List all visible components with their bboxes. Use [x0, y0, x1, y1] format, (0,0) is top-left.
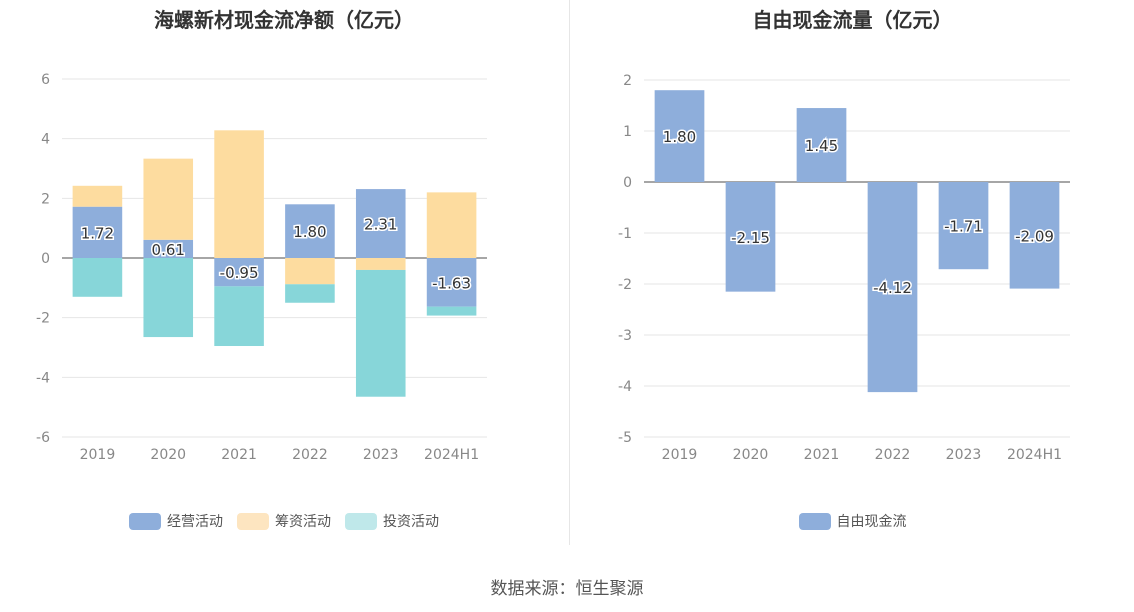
cashflow-chart-title: 海螺新材现金流净额（亿元） [154, 8, 414, 32]
bar-经营活动-2023 [355, 189, 406, 258]
bar-经营活动-2019 [72, 206, 123, 258]
legend-swatch-financing [237, 512, 269, 530]
legend-label-investing: 投资活动 [383, 514, 439, 530]
fcf-chart-panel: 自由现金流量（亿元） 2 1 0 -1 -2 -3 -4 -5 2019 2020 2021 2022… [571, 0, 1134, 545]
y-tick-label: -4 [36, 370, 50, 386]
legend-swatch-fcf [798, 512, 831, 530]
x-tick-label: 2023 [363, 447, 399, 463]
x-tick-label: 2021 [804, 447, 840, 463]
y-tick-label: -5 [618, 430, 632, 446]
data-source-note: 数据来源：恒生聚源 [490, 579, 644, 599]
legend-swatch-investing [345, 512, 377, 530]
cashflow-chart-panel: 海螺新材现金流净额（亿元） 6 4 2 0 -2 -4 -6 2019 2020 2021 2022… [0, 0, 568, 545]
bar-自由现金流-2021 [796, 108, 847, 182]
y-tick-label: -2 [36, 311, 50, 327]
bar-自由现金流-2023 [938, 182, 989, 270]
x-tick-label: 2020 [733, 447, 769, 463]
data-label: -1.63 [432, 274, 471, 292]
data-label: -2.09 [1015, 227, 1054, 245]
data-label: -0.95 [220, 264, 259, 282]
y-tick-label: 6 [41, 72, 50, 88]
legend-item-operating[interactable]: 经营活动 [129, 511, 223, 531]
panel-divider [569, 0, 570, 545]
legend-label-fcf: 自由现金流 [836, 514, 907, 530]
data-label: 1.80 [293, 223, 326, 241]
bar-投资活动-2020 [143, 258, 194, 338]
bar-经营活动-2021 [214, 258, 264, 287]
x-tick-label: 2022 [292, 447, 328, 463]
bar-自由现金流-2020 [725, 182, 776, 292]
legend-label-financing: 筹资活动 [275, 514, 331, 530]
bar-投资活动-2024H1 [426, 306, 477, 316]
bar-投资活动-2021 [214, 286, 264, 347]
x-tick-label: 2019 [80, 447, 116, 463]
x-tick-label: 2019 [662, 447, 698, 463]
y-tick-label: -6 [36, 430, 50, 446]
fcf-legend: 自由现金流 [571, 511, 1134, 531]
cashflow-legend: 经营活动 筹资活动 投资活动 [0, 511, 568, 531]
data-label: -2.15 [731, 229, 770, 247]
bar-筹资活动-2021 [214, 130, 264, 258]
y-tick-label: 0 [41, 251, 50, 267]
fcf-chart: 2 1 0 -1 -2 -3 -4 -5 2019 2020 2021 2022 2023 2024H1 1… [618, 73, 1070, 463]
y-tick-label: -2 [618, 277, 632, 293]
data-label: -1.71 [944, 218, 983, 236]
data-label: -4.12 [873, 279, 912, 297]
bar-筹资活动-2024H1 [426, 192, 477, 258]
legend-item-investing[interactable]: 投资活动 [345, 511, 439, 531]
legend-item-fcf[interactable]: 自由现金流 [798, 511, 907, 531]
bar-筹资活动-2020 [143, 158, 194, 240]
bar-投资活动-2019 [72, 258, 123, 297]
x-tick-label: 2024H1 [424, 447, 479, 463]
cashflow-chart: 6 4 2 0 -2 -4 -6 2019 2020 2021 2022 2023 2024H1 1.72… [36, 72, 487, 463]
data-label: 0.61 [152, 241, 185, 259]
bar-经营活动-2022 [285, 204, 335, 258]
fcf-chart-title: 自由现金流量（亿元） [752, 8, 953, 32]
bar-自由现金流-2019 [654, 90, 705, 182]
y-tick-label: 1 [623, 124, 632, 140]
x-tick-label: 2022 [875, 447, 911, 463]
bar-投资活动-2022 [285, 284, 335, 303]
y-tick-label: 4 [41, 132, 50, 148]
legend-swatch-operating [129, 512, 161, 530]
bar-投资活动-2023 [355, 269, 406, 397]
y-tick-label: -3 [618, 328, 632, 344]
bar-自由现金流-2022 [867, 182, 918, 393]
data-label: 1.45 [805, 137, 838, 155]
x-tick-label: 2023 [946, 447, 982, 463]
x-tick-label: 2024H1 [1007, 447, 1062, 463]
y-tick-label: -1 [618, 226, 632, 242]
bar-自由现金流-2024H1 [1009, 182, 1060, 289]
x-tick-label: 2021 [221, 447, 257, 463]
data-label: 1.72 [81, 224, 114, 242]
legend-label-operating: 经营活动 [167, 514, 223, 530]
bar-筹资活动-2022 [285, 258, 335, 285]
y-tick-label: 2 [623, 73, 632, 89]
bar-经营活动-2024H1 [426, 258, 477, 307]
y-tick-label: 2 [41, 191, 50, 207]
data-label: 2.31 [364, 216, 397, 234]
data-label: 1.80 [663, 128, 696, 146]
legend-item-financing[interactable]: 筹资活动 [237, 511, 331, 531]
bar-筹资活动-2019 [72, 185, 123, 207]
bar-筹资活动-2023 [355, 258, 406, 270]
y-tick-label: 0 [623, 175, 632, 191]
bar-经营活动-2020 [143, 239, 194, 258]
y-tick-label: -4 [618, 379, 632, 395]
x-tick-label: 2020 [150, 447, 186, 463]
